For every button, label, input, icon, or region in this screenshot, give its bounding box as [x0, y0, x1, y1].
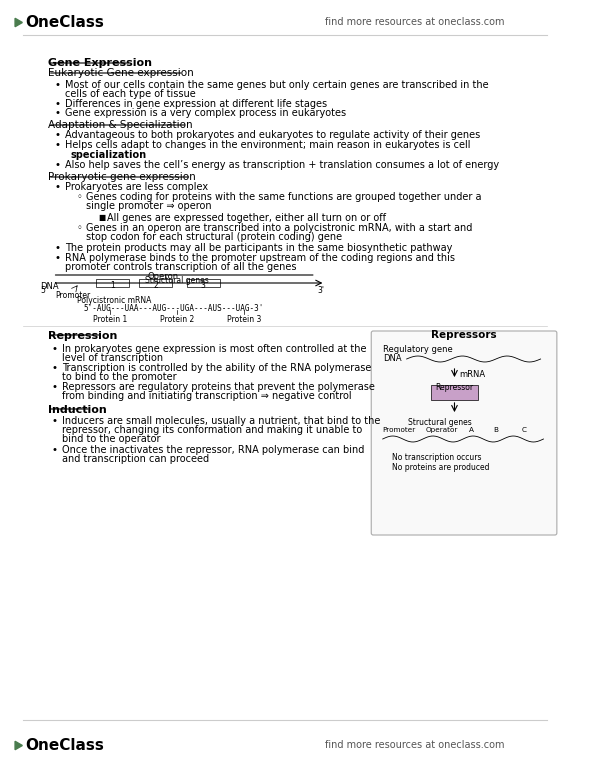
Text: Advantageous to both prokaryotes and eukaryotes to regulate activity of their ge: Advantageous to both prokaryotes and euk… [65, 130, 480, 140]
Text: DNA: DNA [40, 282, 59, 291]
Text: Polycistronic mRNA: Polycistronic mRNA [77, 296, 151, 305]
Text: ◦: ◦ [77, 192, 82, 202]
Text: Gene Expression: Gene Expression [48, 58, 152, 68]
Text: ■: ■ [99, 213, 106, 222]
Text: repressor, changing its conformation and making it unable to: repressor, changing its conformation and… [62, 425, 362, 435]
Text: •: • [55, 108, 61, 118]
Text: Operator: Operator [426, 427, 458, 433]
Text: •: • [52, 382, 58, 392]
Text: In prokaryotes gene expression is most often controlled at the: In prokaryotes gene expression is most o… [62, 344, 367, 354]
Text: Prokaryotic gene expression: Prokaryotic gene expression [48, 172, 196, 182]
Text: Once the inactivates the repressor, RNA polymerase can bind: Once the inactivates the repressor, RNA … [62, 445, 365, 455]
Text: 5': 5' [40, 286, 47, 295]
Bar [187, 279, 220, 287]
Text: All genes are expressed together, either all turn on or off: All genes are expressed together, either… [107, 213, 386, 223]
Text: Repressor: Repressor [436, 383, 474, 392]
Text: •: • [55, 182, 61, 192]
Text: OneClass: OneClass [25, 738, 104, 752]
Text: 1: 1 [110, 281, 115, 290]
Text: •: • [55, 243, 61, 253]
Text: •: • [52, 416, 58, 426]
Text: 2: 2 [153, 281, 158, 290]
Text: single promoter ⇒ operon: single promoter ⇒ operon [86, 201, 212, 211]
Text: Protein 2: Protein 2 [160, 315, 194, 324]
Text: stop codon for each structural (protein coding) gene: stop codon for each structural (protein … [86, 232, 342, 242]
Text: find more resources at oneclass.com: find more resources at oneclass.com [325, 17, 505, 27]
Text: The protein products may all be participants in the same biosynthetic pathway: The protein products may all be particip… [65, 243, 452, 253]
Text: level of transcription: level of transcription [62, 353, 163, 363]
Text: specialization: specialization [71, 150, 147, 160]
Text: Genes in an operon are transcribed into a polycistronic mRNA, with a start and: Genes in an operon are transcribed into … [86, 223, 472, 233]
Text: ◦: ◦ [77, 223, 82, 233]
Text: Promoter: Promoter [383, 427, 416, 433]
Text: Protein 3: Protein 3 [227, 315, 261, 324]
Bar [431, 385, 478, 400]
Text: Repressors: Repressors [431, 330, 497, 340]
Text: promoter controls transcription of all the genes: promoter controls transcription of all t… [65, 262, 296, 272]
FancyBboxPatch shape [371, 331, 557, 535]
Text: Prokaryotes are less complex: Prokaryotes are less complex [65, 182, 208, 192]
Text: •: • [52, 445, 58, 455]
Text: Protein 1: Protein 1 [93, 315, 127, 324]
Text: Transcription is controlled by the ability of the RNA polymerase: Transcription is controlled by the abili… [62, 363, 371, 373]
Text: Regulatory gene: Regulatory gene [383, 345, 452, 354]
Text: No transcription occurs: No transcription occurs [392, 453, 482, 462]
Text: Adaptation & Specialization: Adaptation & Specialization [48, 120, 192, 130]
Text: and transcription can proceed: and transcription can proceed [62, 454, 209, 464]
Text: DNA: DNA [383, 354, 402, 363]
Text: No proteins are produced: No proteins are produced [392, 463, 490, 472]
Text: •: • [55, 140, 61, 150]
Text: cells of each type of tissue: cells of each type of tissue [65, 89, 196, 99]
Text: 5'-AUG---UAA---AUG---UGA---AUS---UAG-3': 5'-AUG---UAA---AUG---UGA---AUS---UAG-3' [83, 304, 264, 313]
Text: bind to the operator: bind to the operator [62, 434, 161, 444]
Text: find more resources at oneclass.com: find more resources at oneclass.com [325, 740, 505, 750]
Text: •: • [55, 160, 61, 170]
Text: •: • [55, 130, 61, 140]
Text: Structural genes: Structural genes [145, 276, 209, 285]
Text: RNA polymerase binds to the promoter upstream of the coding regions and this: RNA polymerase binds to the promoter ups… [65, 253, 455, 263]
Text: •: • [55, 80, 61, 90]
Text: OneClass: OneClass [25, 15, 104, 29]
Text: Operon: Operon [147, 272, 178, 281]
Text: Genes coding for proteins with the same functions are grouped together under a: Genes coding for proteins with the same … [86, 192, 481, 202]
Bar [96, 279, 129, 287]
Text: 3: 3 [201, 281, 206, 290]
Text: •: • [52, 344, 58, 354]
Text: Promoter: Promoter [55, 291, 91, 300]
Text: A: A [469, 427, 474, 433]
Text: Most of our cells contain the same genes but only certain genes are transcribed : Most of our cells contain the same genes… [65, 80, 488, 90]
Text: •: • [52, 363, 58, 373]
Text: •: • [55, 253, 61, 263]
Bar [139, 279, 172, 287]
Text: B: B [493, 427, 498, 433]
Text: Helps cells adapt to changes in the environment; main reason in eukaryotes is ce: Helps cells adapt to changes in the envi… [65, 140, 471, 150]
Text: Structural genes: Structural genes [408, 418, 472, 427]
Text: mRNA: mRNA [459, 370, 486, 379]
Text: Repressors are regulatory proteins that prevent the polymerase: Repressors are regulatory proteins that … [62, 382, 375, 392]
Text: Inducers are small molecules, usually a nutrient, that bind to the: Inducers are small molecules, usually a … [62, 416, 381, 426]
Text: from binding and initiating transcription ⇒ negative control: from binding and initiating transcriptio… [62, 391, 352, 401]
Text: •: • [55, 99, 61, 109]
Text: to bind to the promoter: to bind to the promoter [62, 372, 177, 382]
Text: Repression: Repression [48, 331, 117, 341]
Text: Differences in gene expression at different life stages: Differences in gene expression at differ… [65, 99, 327, 109]
Text: Also help saves the cell’s energy as transcription + translation consumes a lot : Also help saves the cell’s energy as tra… [65, 160, 499, 170]
Text: 3': 3' [318, 286, 325, 295]
Text: Induction: Induction [48, 405, 107, 415]
Text: Eukaryotic Gene expression: Eukaryotic Gene expression [48, 68, 193, 78]
Text: Gene expression is a very complex process in eukaryotes: Gene expression is a very complex proces… [65, 108, 346, 118]
Text: C: C [521, 427, 527, 433]
